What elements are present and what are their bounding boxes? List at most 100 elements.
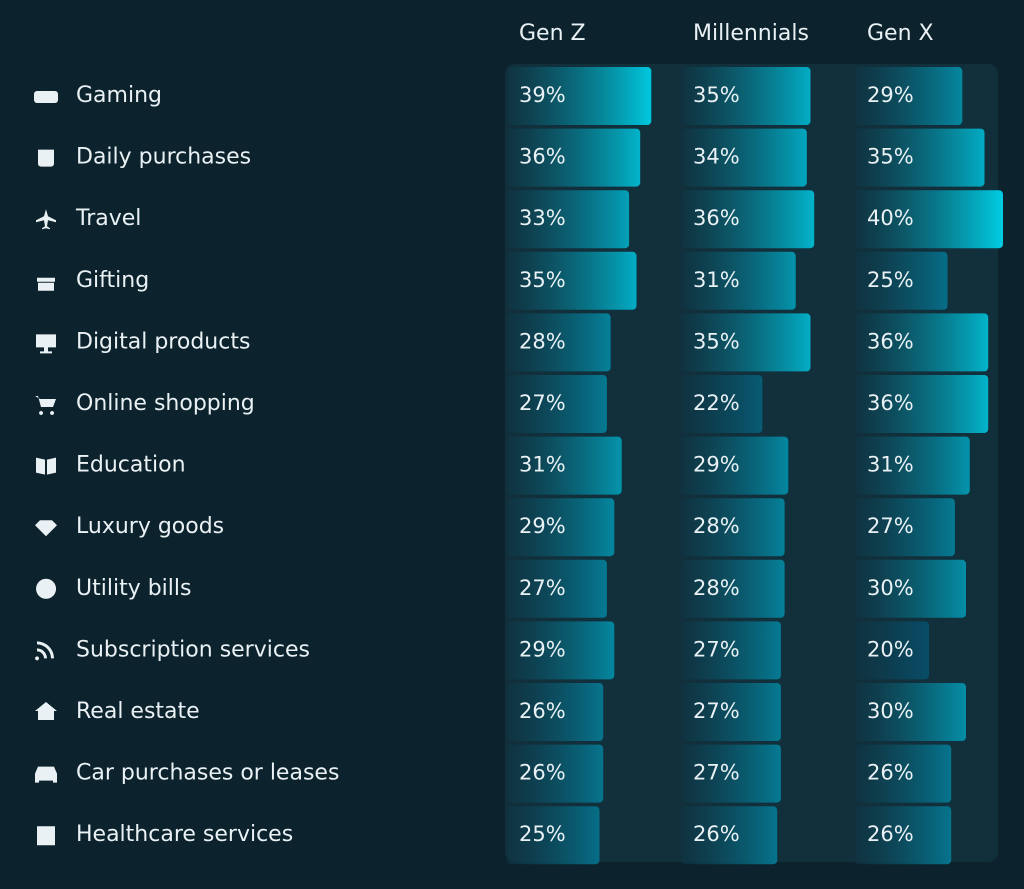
bar xyxy=(507,806,600,865)
category-icon xyxy=(35,396,56,415)
category-icon xyxy=(35,766,57,783)
category-icon xyxy=(35,702,57,720)
category-icon xyxy=(35,520,57,537)
bar xyxy=(855,251,948,310)
value-label: 30% xyxy=(867,576,914,600)
category-label: Education xyxy=(76,453,186,478)
category-label: Subscription services xyxy=(76,637,310,662)
bar xyxy=(681,251,796,310)
value-label: 39% xyxy=(519,83,566,107)
column-header: Gen Z xyxy=(519,21,586,46)
category-label: Gaming xyxy=(76,83,162,108)
category-icon xyxy=(36,334,56,354)
bar xyxy=(507,621,615,680)
bar xyxy=(855,498,955,557)
category-label: Gifting xyxy=(76,268,149,293)
bar xyxy=(855,744,952,803)
category-label: Luxury goods xyxy=(76,514,224,539)
bar xyxy=(681,744,781,803)
value-label: 26% xyxy=(693,822,740,846)
bar xyxy=(507,128,641,187)
bar xyxy=(681,375,763,433)
value-label: 29% xyxy=(519,637,566,661)
bar xyxy=(507,683,604,741)
category-label: Healthcare services xyxy=(76,822,293,847)
value-label: 27% xyxy=(519,391,566,415)
bar xyxy=(855,67,963,125)
bar xyxy=(681,190,815,249)
bar xyxy=(855,683,966,741)
value-label: 36% xyxy=(867,391,914,415)
column-header: Millennials xyxy=(693,21,809,46)
bar xyxy=(855,621,929,680)
bar xyxy=(855,806,952,865)
bar xyxy=(681,559,785,618)
value-label: 31% xyxy=(693,268,740,292)
value-label: 36% xyxy=(867,329,914,353)
value-label: 28% xyxy=(693,514,740,538)
bar xyxy=(507,436,622,495)
value-label: 25% xyxy=(519,822,566,846)
bar xyxy=(507,67,652,125)
value-label: 33% xyxy=(519,206,566,230)
bar xyxy=(681,313,811,372)
bar xyxy=(681,67,811,125)
category-icon xyxy=(36,457,56,475)
bar xyxy=(681,621,781,680)
category-label: Digital products xyxy=(76,329,250,354)
bar xyxy=(855,313,989,372)
bar xyxy=(507,251,637,310)
value-label: 25% xyxy=(867,268,914,292)
bar xyxy=(507,313,611,372)
column-header: Gen X xyxy=(867,21,934,46)
value-label: 26% xyxy=(867,761,914,785)
bar xyxy=(507,498,615,557)
value-label: 27% xyxy=(693,761,740,785)
bar xyxy=(855,190,1003,249)
bar xyxy=(681,498,785,557)
category-icon xyxy=(37,826,55,846)
value-label: 31% xyxy=(867,453,914,477)
value-label: 34% xyxy=(693,145,740,169)
value-label: 30% xyxy=(867,699,914,723)
value-label: 31% xyxy=(519,453,566,477)
value-label: 27% xyxy=(867,514,914,538)
category-icon xyxy=(35,641,54,661)
value-label: 27% xyxy=(693,699,740,723)
bar xyxy=(855,436,970,495)
value-label: 29% xyxy=(519,514,566,538)
bar xyxy=(507,375,607,433)
value-label: 40% xyxy=(867,206,914,230)
value-label: 35% xyxy=(693,329,740,353)
value-label: 20% xyxy=(867,637,914,661)
category-label: Travel xyxy=(75,206,141,231)
bar xyxy=(855,375,989,433)
bar xyxy=(681,128,807,187)
value-label: 36% xyxy=(693,206,740,230)
category-icon xyxy=(37,277,55,291)
category-label: Real estate xyxy=(76,699,200,724)
value-label: 35% xyxy=(693,83,740,107)
value-label: 29% xyxy=(867,83,914,107)
category-icon xyxy=(34,91,58,103)
bar xyxy=(507,559,607,618)
category-icon xyxy=(36,578,57,599)
value-label: 26% xyxy=(867,822,914,846)
bar xyxy=(681,683,781,741)
category-icon xyxy=(38,149,54,167)
category-icon xyxy=(36,209,56,230)
bar xyxy=(681,806,778,865)
value-label: 27% xyxy=(693,637,740,661)
category-label: Daily purchases xyxy=(76,145,251,170)
bar xyxy=(507,744,604,803)
value-label: 28% xyxy=(693,576,740,600)
value-label: 22% xyxy=(693,391,740,415)
bar xyxy=(855,128,985,187)
value-label: 26% xyxy=(519,699,566,723)
value-label: 28% xyxy=(519,329,566,353)
category-label: Utility bills xyxy=(76,576,191,601)
value-label: 35% xyxy=(867,145,914,169)
category-label: Online shopping xyxy=(76,391,255,416)
value-label: 27% xyxy=(519,576,566,600)
